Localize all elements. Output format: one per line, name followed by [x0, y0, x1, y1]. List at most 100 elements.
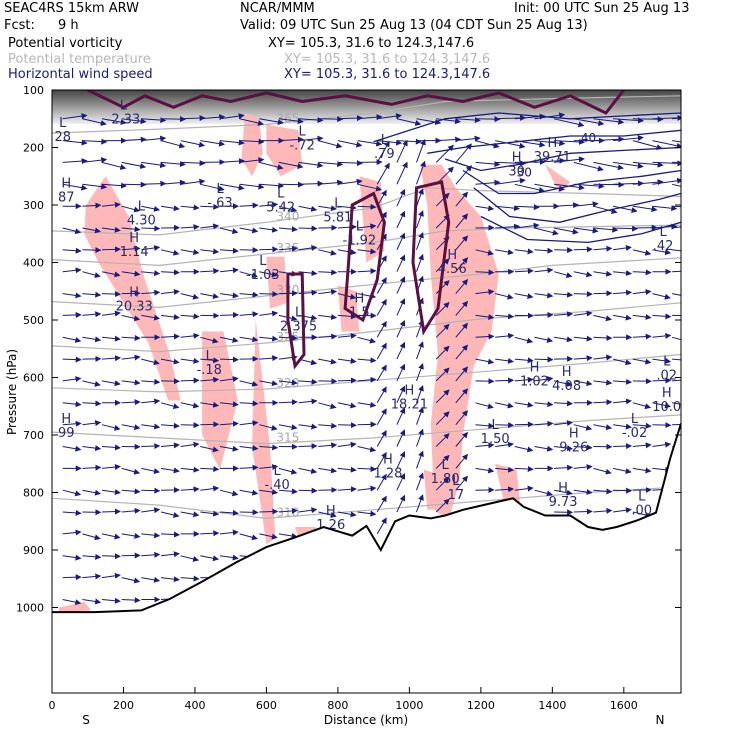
wind-arrow [416, 384, 424, 403]
wind-arrow [632, 140, 663, 150]
wind-arrow [396, 210, 406, 229]
y-tick-label: 100 [23, 84, 44, 97]
wind-arrow [632, 314, 652, 320]
plot-frame [51, 89, 682, 694]
wind-arrow [101, 271, 121, 278]
wind-arrow [180, 204, 200, 211]
wind-arrow [239, 202, 259, 209]
wind-arrow [82, 380, 101, 387]
wind-arrow [554, 400, 574, 407]
pv-contour-1.5 [286, 272, 306, 370]
isentrope-label: 340 [276, 209, 299, 223]
valid-time: Valid: 09 UTC Sun 25 Aug 13 (04 CDT Sun … [240, 18, 588, 33]
wind-arrow [141, 161, 167, 169]
wind-arrow [613, 487, 633, 494]
low-marker: L [277, 187, 285, 202]
wind-arrow [435, 301, 450, 316]
wind-arrow [239, 227, 259, 234]
wind-arrow [652, 357, 672, 364]
wind-arrow [613, 423, 632, 430]
wind-arrow [200, 248, 220, 255]
extremum-value: -2.33 [107, 113, 141, 128]
wind-arrow [357, 466, 377, 473]
wind-arrow [416, 406, 424, 425]
extremum-value: -1.03 [246, 268, 280, 283]
wind-arrow [101, 161, 127, 170]
wind-arrow [613, 135, 644, 142]
wind-arrow [554, 227, 579, 235]
wind-arrow [160, 442, 180, 449]
wind-arrow [435, 411, 450, 426]
wind-arrow [219, 509, 239, 516]
wind-arrow [652, 377, 672, 384]
wind-arrow [82, 311, 102, 318]
wind-arrow [278, 161, 304, 169]
wind-arrow [298, 180, 324, 187]
wind-arrow [259, 489, 279, 495]
wind-arrow [475, 161, 501, 168]
wind-arrow [455, 117, 481, 124]
wind-arrow [376, 364, 387, 382]
wind-arrow [514, 376, 534, 383]
wind-arrow [416, 341, 424, 360]
y-tick-label: 600 [23, 372, 44, 385]
extremum-value: .79 [374, 147, 395, 162]
wind-arrow [141, 205, 160, 212]
wind-arrow [672, 205, 681, 208]
wind-arrow [278, 488, 298, 495]
low-marker: L [274, 464, 282, 479]
wind-arrow [396, 385, 406, 404]
wind-arrow [82, 291, 102, 298]
wind-arrow [337, 115, 363, 122]
wind-arrow [573, 335, 593, 342]
wind-arrow [416, 494, 424, 513]
wind-arrow [613, 161, 644, 169]
wind-arrow [259, 355, 279, 362]
high-marker: H [354, 291, 364, 306]
extremum-value: 39.71 [534, 150, 571, 165]
wind-arrow [219, 336, 239, 343]
wind-arrow [239, 336, 259, 343]
wind-arrow [121, 532, 141, 539]
wind-arrow [396, 139, 408, 163]
wind-arrow [554, 420, 573, 427]
wind-arrow [141, 289, 161, 296]
wind-arrow [396, 276, 406, 294]
isentrope-365 [52, 95, 681, 134]
wind-arrow [298, 507, 318, 514]
wind-vector-layer [62, 112, 681, 606]
low-marker: L [299, 125, 307, 140]
extremum-value: 2.375 [280, 320, 317, 335]
wind-arrow [101, 246, 121, 253]
left-endpoint-label: S [82, 713, 90, 727]
wind-arrow [62, 267, 82, 274]
isentrope-label: 315 [276, 431, 299, 445]
x-tick-label: 0 [49, 699, 56, 712]
wind-arrow [514, 485, 534, 492]
wind-arrow [259, 271, 278, 278]
wind-arrow [613, 245, 632, 251]
wind-arrow [534, 112, 566, 120]
wind-arrow [318, 289, 338, 295]
wind-arrow [180, 178, 206, 185]
wind-arrow [514, 248, 534, 255]
wind-arrow [180, 422, 200, 429]
wind-arrow [632, 205, 658, 213]
wind-arrow [573, 183, 605, 190]
wind-arrow [435, 454, 450, 469]
wind-arrow [219, 247, 239, 254]
wind-arrow [101, 310, 121, 317]
wind-arrow [82, 489, 101, 496]
wind-arrow [495, 402, 514, 409]
wind-arrow [337, 224, 357, 231]
wind-arrow [180, 402, 200, 409]
wind-arrow [337, 313, 357, 320]
wind-arrow [455, 431, 469, 447]
wind-arrow [396, 138, 422, 145]
wind-arrow [455, 165, 472, 185]
wind-arrow [239, 420, 259, 427]
low-marker: L [334, 196, 342, 211]
wind-arrow [259, 201, 279, 208]
wind-arrow [435, 280, 450, 294]
wind-speed-contour [462, 169, 681, 195]
